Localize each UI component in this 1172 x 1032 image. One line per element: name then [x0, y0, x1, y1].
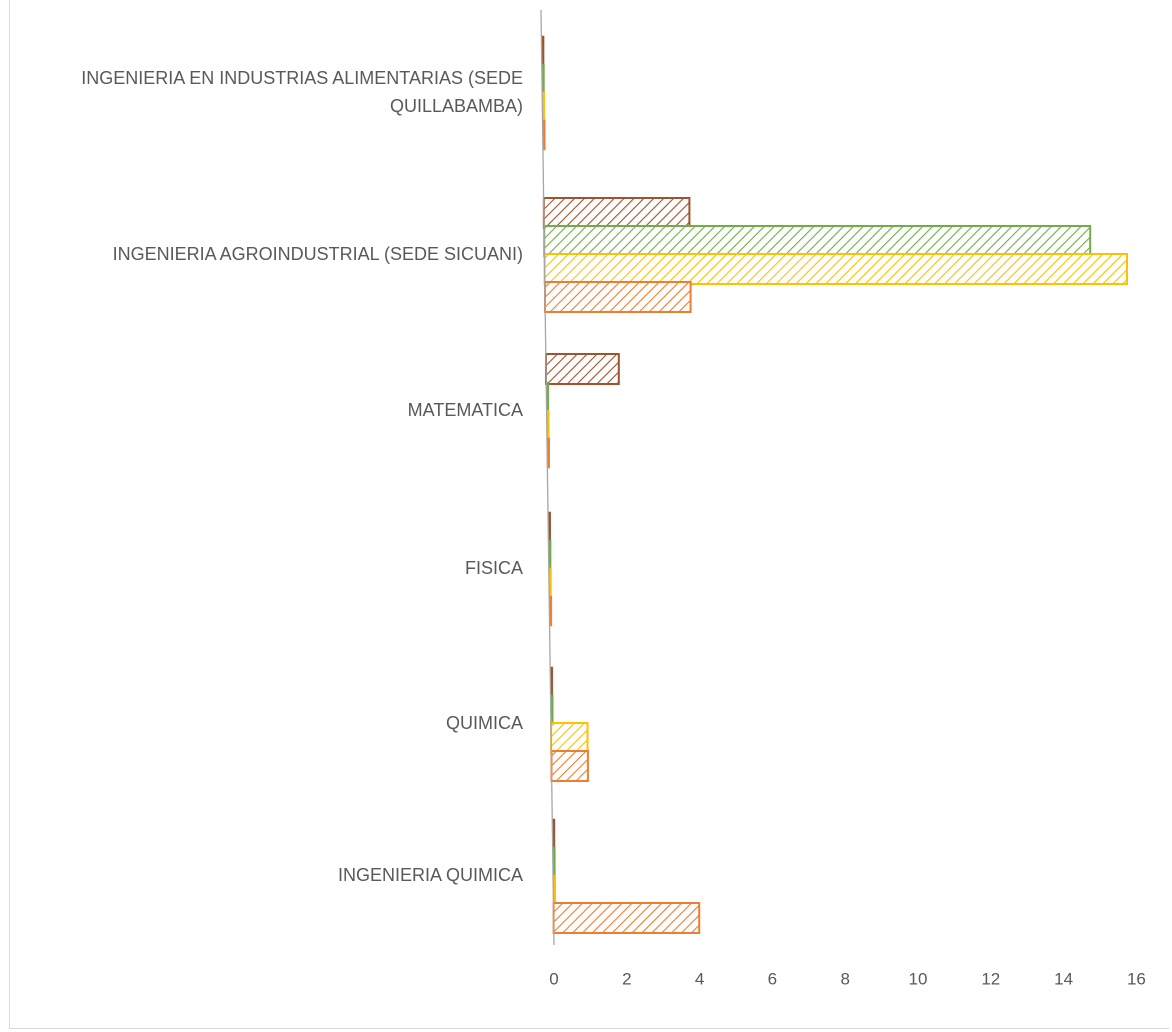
bar-cat4-series3 — [550, 750, 589, 782]
tick-label: 6 — [768, 969, 777, 988]
tick-label: 14 — [1054, 969, 1073, 988]
category-label: QUIMICA — [446, 713, 523, 733]
category-label: QUILLABAMBA) — [390, 96, 523, 116]
tick-label: 2 — [622, 969, 631, 988]
category-labels: INGENIERIA EN INDUSTRIAS ALIMENTARIAS (S… — [81, 68, 523, 885]
category-label: FISICA — [465, 558, 523, 578]
tick-label: 0 — [549, 969, 558, 988]
value-axis-ticks: 0 2 4 6 8 10 12 14 16 — [549, 969, 1146, 988]
category-label: INGENIERIA AGROINDUSTRIAL (SEDE SICUANI) — [113, 244, 523, 264]
category-label: INGENIERIA QUIMICA — [338, 865, 523, 885]
bars-group — [541, 35, 1129, 934]
chart-frame — [9, 0, 1169, 1029]
bar-cat2-series0 — [544, 353, 620, 385]
bar-cat1-series3 — [543, 281, 692, 313]
tick-label: 10 — [909, 969, 928, 988]
category-label: INGENIERIA EN INDUSTRIAS ALIMENTARIAS (S… — [81, 68, 523, 88]
category-label: MATEMATICA — [408, 400, 523, 420]
bar-cat1-series0 — [542, 197, 691, 229]
tick-label: 16 — [1127, 969, 1146, 988]
tick-label: 8 — [840, 969, 849, 988]
bar-cat4-series2 — [550, 722, 589, 754]
bar-cat1-series1 — [543, 225, 1092, 257]
category-axis-line — [540, 9, 555, 946]
bar-cat1-series2 — [543, 253, 1129, 285]
tick-label: 4 — [695, 969, 704, 988]
tick-label: 12 — [981, 969, 1000, 988]
bar-cat5-series3 — [552, 902, 701, 934]
